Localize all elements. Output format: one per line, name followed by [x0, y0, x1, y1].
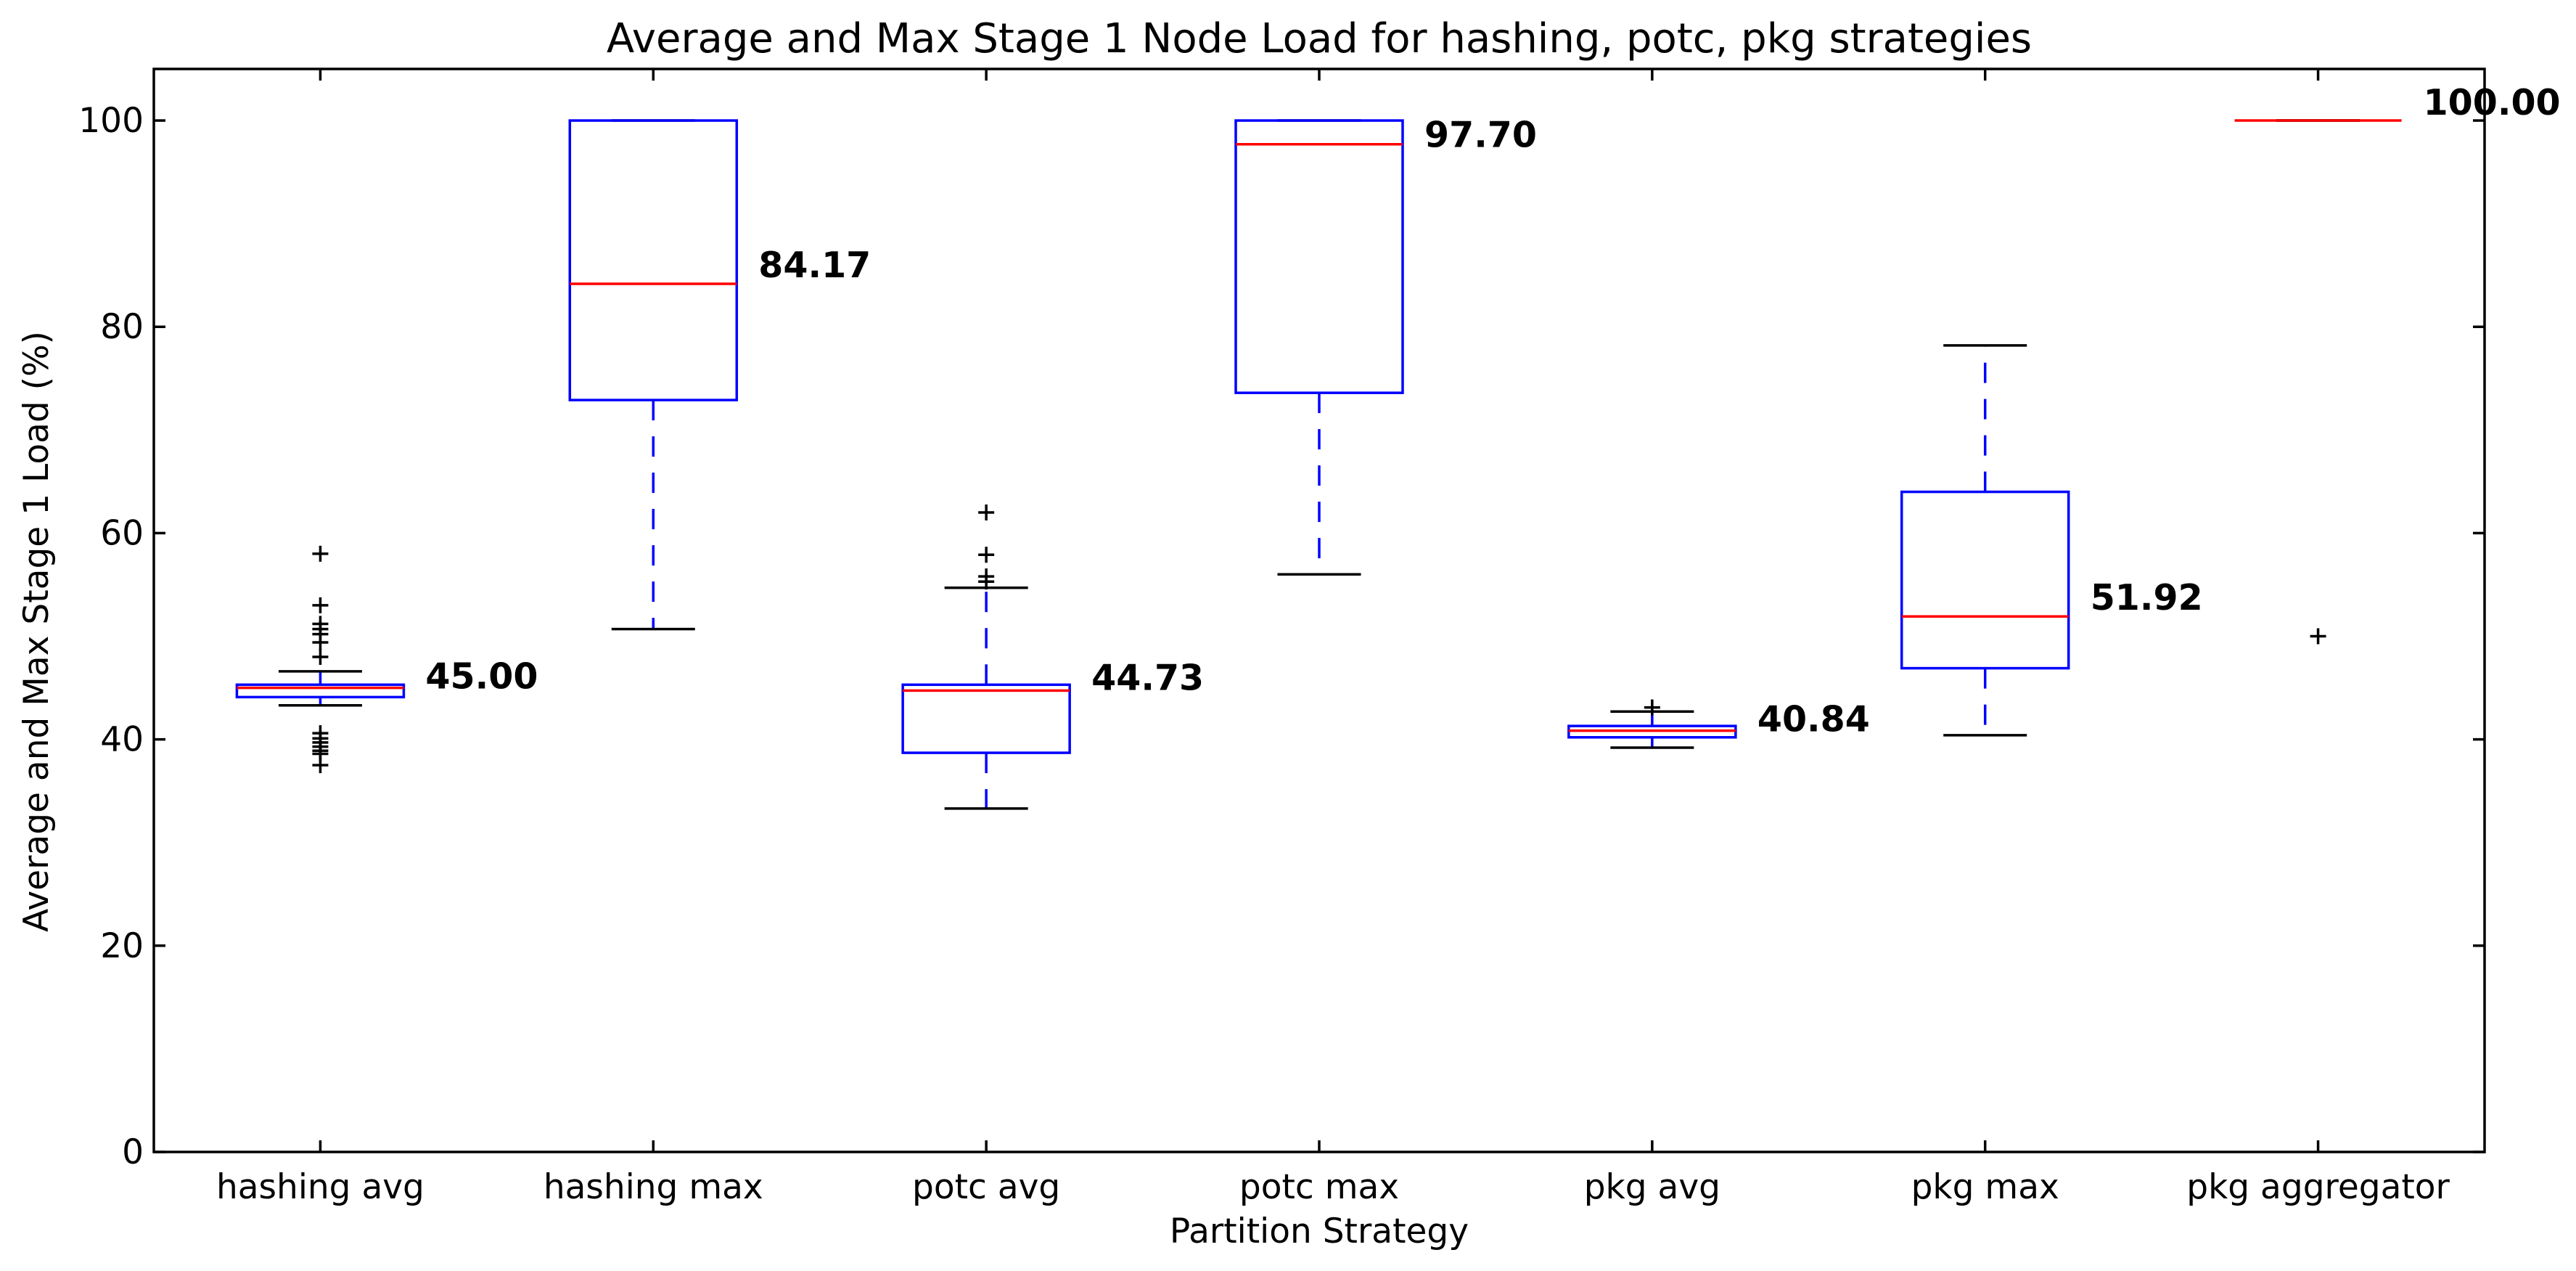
chart-title: Average and Max Stage 1 Node Load for ha… [607, 15, 2032, 62]
iqr-box [1234, 119, 1404, 394]
iqr-box [901, 683, 1071, 754]
median-value-label: 40.84 [1757, 699, 1870, 740]
median-value-label: 44.73 [1091, 657, 1204, 698]
median-value-label: 97.70 [1424, 115, 1537, 156]
plot-frame [152, 68, 2486, 1153]
median-value-label: 84.17 [758, 245, 871, 286]
median-value-label: 45.00 [425, 656, 538, 698]
plot-area: 0 20 40 60 80 100 hashing avg hashing max potc a… [78, 69, 2561, 1207]
median-value-label: 51.92 [2091, 577, 2203, 618]
iqr-box [1900, 490, 2070, 670]
y-tick-label: 20 [100, 926, 144, 966]
x-tick-label: hashing avg [216, 1167, 424, 1207]
y-tick-label: 40 [100, 720, 144, 760]
y-axis-label: Average and Max Stage 1 Load (%) [17, 331, 57, 932]
y-tick-label: 0 [122, 1132, 144, 1172]
y-tick-label: 100 [78, 101, 144, 141]
x-tick-label: potc avg [912, 1167, 1060, 1207]
y-tick-label: 80 [100, 307, 144, 347]
median-value-label: 100.00 [2424, 82, 2561, 123]
iqr-box [235, 683, 406, 699]
x-tick-label: pkg avg [1584, 1167, 1720, 1207]
x-tick-label: potc max [1239, 1167, 1399, 1207]
iqr-box [568, 119, 739, 401]
x-tick-label: pkg aggregator [2186, 1167, 2450, 1207]
x-axis-label: Partition Strategy [1170, 1211, 1469, 1251]
y-tick-label: 60 [100, 513, 144, 553]
x-tick-label: hashing max [543, 1167, 763, 1207]
x-tick-label: pkg max [1911, 1167, 2059, 1207]
